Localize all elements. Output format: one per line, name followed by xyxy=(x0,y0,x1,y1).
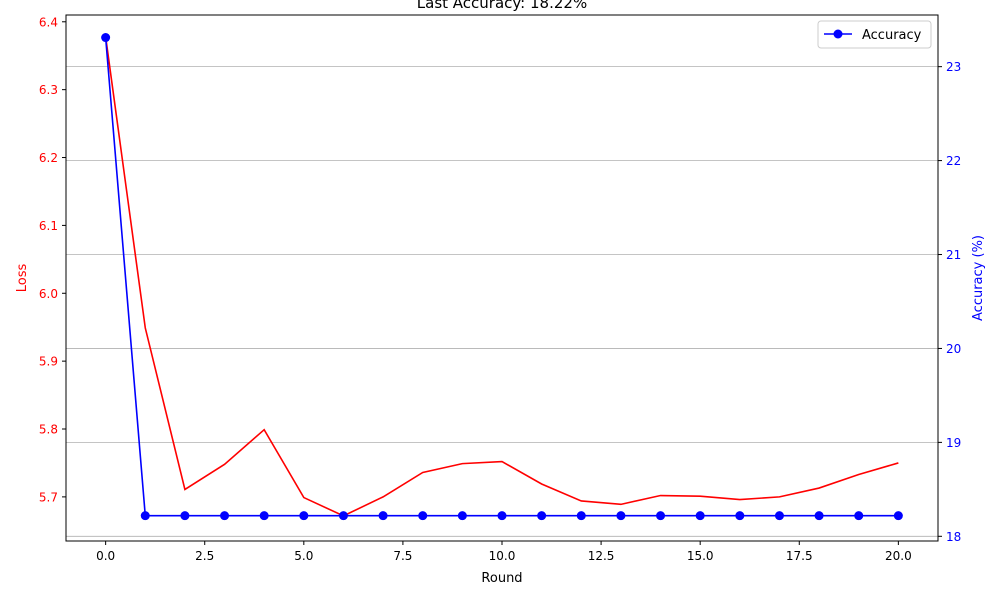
x-tick-label: 5.0 xyxy=(294,549,313,563)
x-tick-label: 10.0 xyxy=(489,549,516,563)
x-tick-label: 2.5 xyxy=(195,549,214,563)
accuracy-point xyxy=(814,511,824,521)
accuracy-point xyxy=(140,511,150,521)
accuracy-point xyxy=(497,511,507,521)
chart-title: Last Accuracy: 18.22% xyxy=(417,0,587,12)
accuracy-point xyxy=(101,33,111,43)
accuracy-point xyxy=(457,511,467,521)
y-right-tick-label: 19 xyxy=(946,436,961,450)
accuracy-point xyxy=(259,511,269,521)
y-left-tick-label: 6.3 xyxy=(39,83,58,97)
accuracy-point xyxy=(774,511,784,521)
legend-accuracy-label: Accuracy xyxy=(862,28,922,43)
x-tick-label: 15.0 xyxy=(687,549,714,563)
y-axis-left-label: Loss xyxy=(15,264,30,293)
y-left-tick-label: 5.7 xyxy=(39,490,58,504)
x-tick-label: 12.5 xyxy=(588,549,615,563)
x-tick-label: 7.5 xyxy=(393,549,412,563)
loss-series-line xyxy=(104,36,899,517)
y-left-tick-label: 6.4 xyxy=(39,15,58,29)
x-tick-label: 0.0 xyxy=(96,549,115,563)
accuracy-point xyxy=(418,511,428,521)
legend-accuracy-marker xyxy=(833,29,843,39)
accuracy-point xyxy=(537,511,547,521)
y-left-tick-label: 6.1 xyxy=(39,219,58,233)
accuracy-point xyxy=(220,511,230,521)
x-tick-label: 17.5 xyxy=(786,549,813,563)
accuracy-point xyxy=(180,511,190,521)
y-right-tick-label: 18 xyxy=(946,530,961,544)
accuracy-series-line xyxy=(104,37,899,517)
accuracy-point xyxy=(338,511,348,521)
accuracy-point xyxy=(893,511,903,521)
y-right-tick-label: 21 xyxy=(946,248,961,262)
x-tick-label: 20.0 xyxy=(885,549,912,563)
x-axis-label: Round xyxy=(481,571,522,586)
legend-frame xyxy=(817,20,932,49)
y-axis-right-label: Accuracy (%) xyxy=(971,235,986,321)
y-left-tick-label: 5.9 xyxy=(39,355,58,369)
accuracy-point xyxy=(378,511,388,521)
y-left-tick-label: 6.0 xyxy=(39,287,58,301)
y-left-tick-label: 6.2 xyxy=(39,151,58,165)
legend: Accuracy xyxy=(817,20,932,49)
y-right-tick-label: 23 xyxy=(946,60,961,74)
accuracy-point xyxy=(299,511,309,521)
accuracy-point xyxy=(735,511,745,521)
y-right-tick-label: 22 xyxy=(946,154,961,168)
accuracy-point xyxy=(854,511,864,521)
accuracy-point xyxy=(576,511,586,521)
y-right-tick-label: 20 xyxy=(946,342,961,356)
y-left-tick-label: 5.8 xyxy=(39,423,58,437)
accuracy-point xyxy=(616,511,626,521)
accuracy-point xyxy=(695,511,705,521)
accuracy-point xyxy=(656,511,666,521)
